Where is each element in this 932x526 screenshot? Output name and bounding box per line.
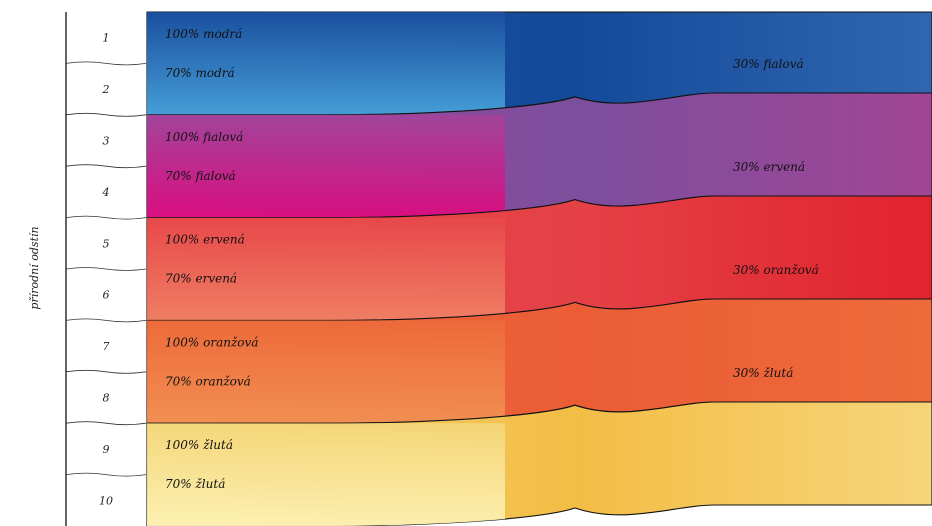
row-number: 10	[99, 494, 113, 507]
band-layer	[146, 11, 932, 526]
y-axis-label: přírodní odstín	[28, 226, 41, 309]
row-number: 3	[103, 135, 110, 148]
label-100: 100% ervená	[165, 233, 245, 247]
label-100: 100% modrá	[165, 27, 242, 41]
row-number: 1	[103, 32, 110, 45]
label-70: 70% modrá	[165, 66, 235, 80]
row-number: 4	[102, 186, 110, 199]
row-number: 5	[103, 237, 110, 250]
label-30: 30% ervená	[733, 160, 805, 174]
row-number: 6	[103, 289, 110, 302]
label-70: 70% žlutá	[165, 477, 225, 491]
color-band-shade	[147, 12, 505, 115]
label-100: 100% žlutá	[165, 438, 233, 452]
label-30: 30% oranžová	[733, 263, 819, 277]
color-band-shade	[147, 423, 505, 526]
label-30: 30% fialová	[733, 57, 804, 71]
label-100: 100% oranžová	[165, 335, 258, 349]
row-number: 8	[103, 392, 110, 405]
label-70: 70% ervená	[165, 272, 237, 286]
label-30: 30% žlutá	[733, 366, 793, 380]
label-70: 70% oranžová	[165, 374, 251, 388]
label-70: 70% fialová	[165, 169, 236, 183]
row-number: 2	[102, 83, 110, 96]
color-band-shade	[147, 320, 505, 424]
row-number: 9	[103, 443, 110, 456]
color-band-shade	[147, 114, 505, 218]
label-layer: 100% modrá 70% modrá 100% fialová 70% fialo…	[165, 27, 819, 491]
color-band-shade	[147, 217, 505, 321]
row-number-strip: 1 2 3 4 5 6 7 8 9 10	[65, 12, 147, 526]
row-number: 7	[103, 340, 110, 353]
label-100: 100% fialová	[165, 130, 243, 144]
